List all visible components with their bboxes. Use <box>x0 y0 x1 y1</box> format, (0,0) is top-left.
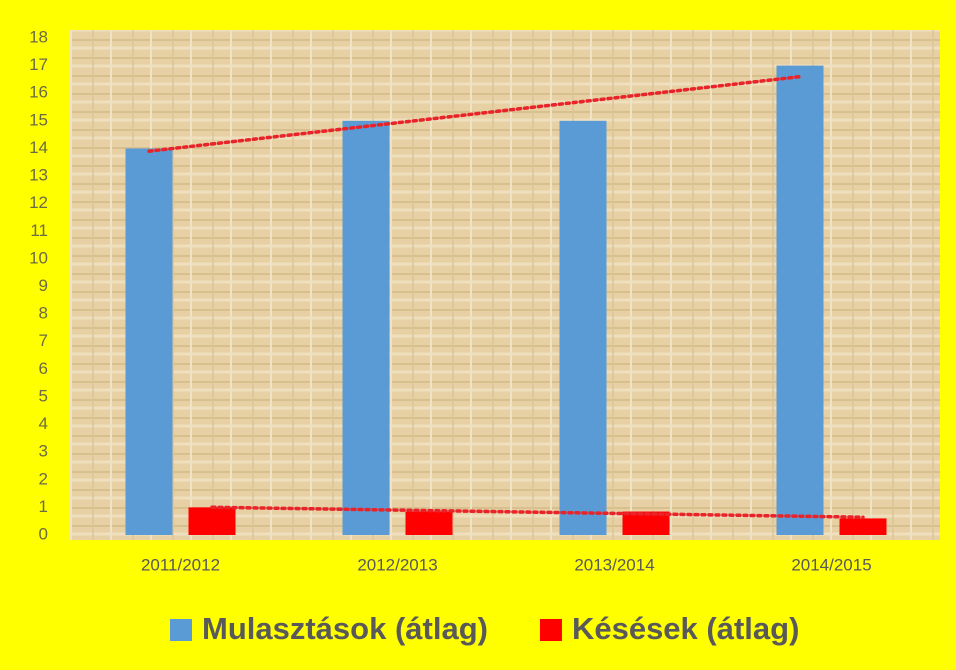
y-tick-label: 1 <box>39 497 48 516</box>
bar <box>622 511 670 535</box>
y-tick-label: 16 <box>29 83 48 102</box>
bar <box>405 511 453 535</box>
bar <box>188 507 236 535</box>
legend-label: Mulasztások (átlag) <box>202 611 488 646</box>
y-tick-label: 9 <box>39 276 48 295</box>
y-tick-label: 12 <box>29 193 48 212</box>
legend-label: Késések (átlag) <box>572 611 799 646</box>
y-tick-label: 13 <box>29 166 48 185</box>
x-tick-label: 2013/2014 <box>574 555 654 574</box>
bar <box>839 518 887 535</box>
x-tick-label: 2011/2012 <box>141 555 220 574</box>
y-tick-label: 0 <box>39 524 48 543</box>
x-tick-label: 2014/2015 <box>791 555 871 574</box>
trendline <box>147 74 802 153</box>
y-tick-label: 14 <box>29 138 48 157</box>
y-tick-label: 8 <box>39 304 48 323</box>
y-tick-label: 10 <box>29 248 48 267</box>
y-tick-label: 15 <box>29 110 48 129</box>
y-tick-label: 18 <box>29 27 48 46</box>
x-tick-label: 2012/2013 <box>357 555 437 574</box>
y-tick-label: 5 <box>39 386 48 405</box>
legend-swatch <box>170 619 192 641</box>
bar <box>776 65 824 535</box>
y-tick-label: 6 <box>39 359 48 378</box>
y-tick-label: 11 <box>30 221 48 240</box>
y-tick-label: 7 <box>39 331 48 350</box>
bar <box>342 120 390 535</box>
bar <box>125 148 173 535</box>
y-tick-label: 2 <box>39 469 48 488</box>
y-tick-label: 4 <box>39 414 48 433</box>
y-tick-label: 3 <box>39 442 48 461</box>
trendline <box>210 505 865 519</box>
y-tick-label: 17 <box>29 55 48 74</box>
legend-swatch <box>539 619 562 641</box>
bar <box>559 120 607 535</box>
